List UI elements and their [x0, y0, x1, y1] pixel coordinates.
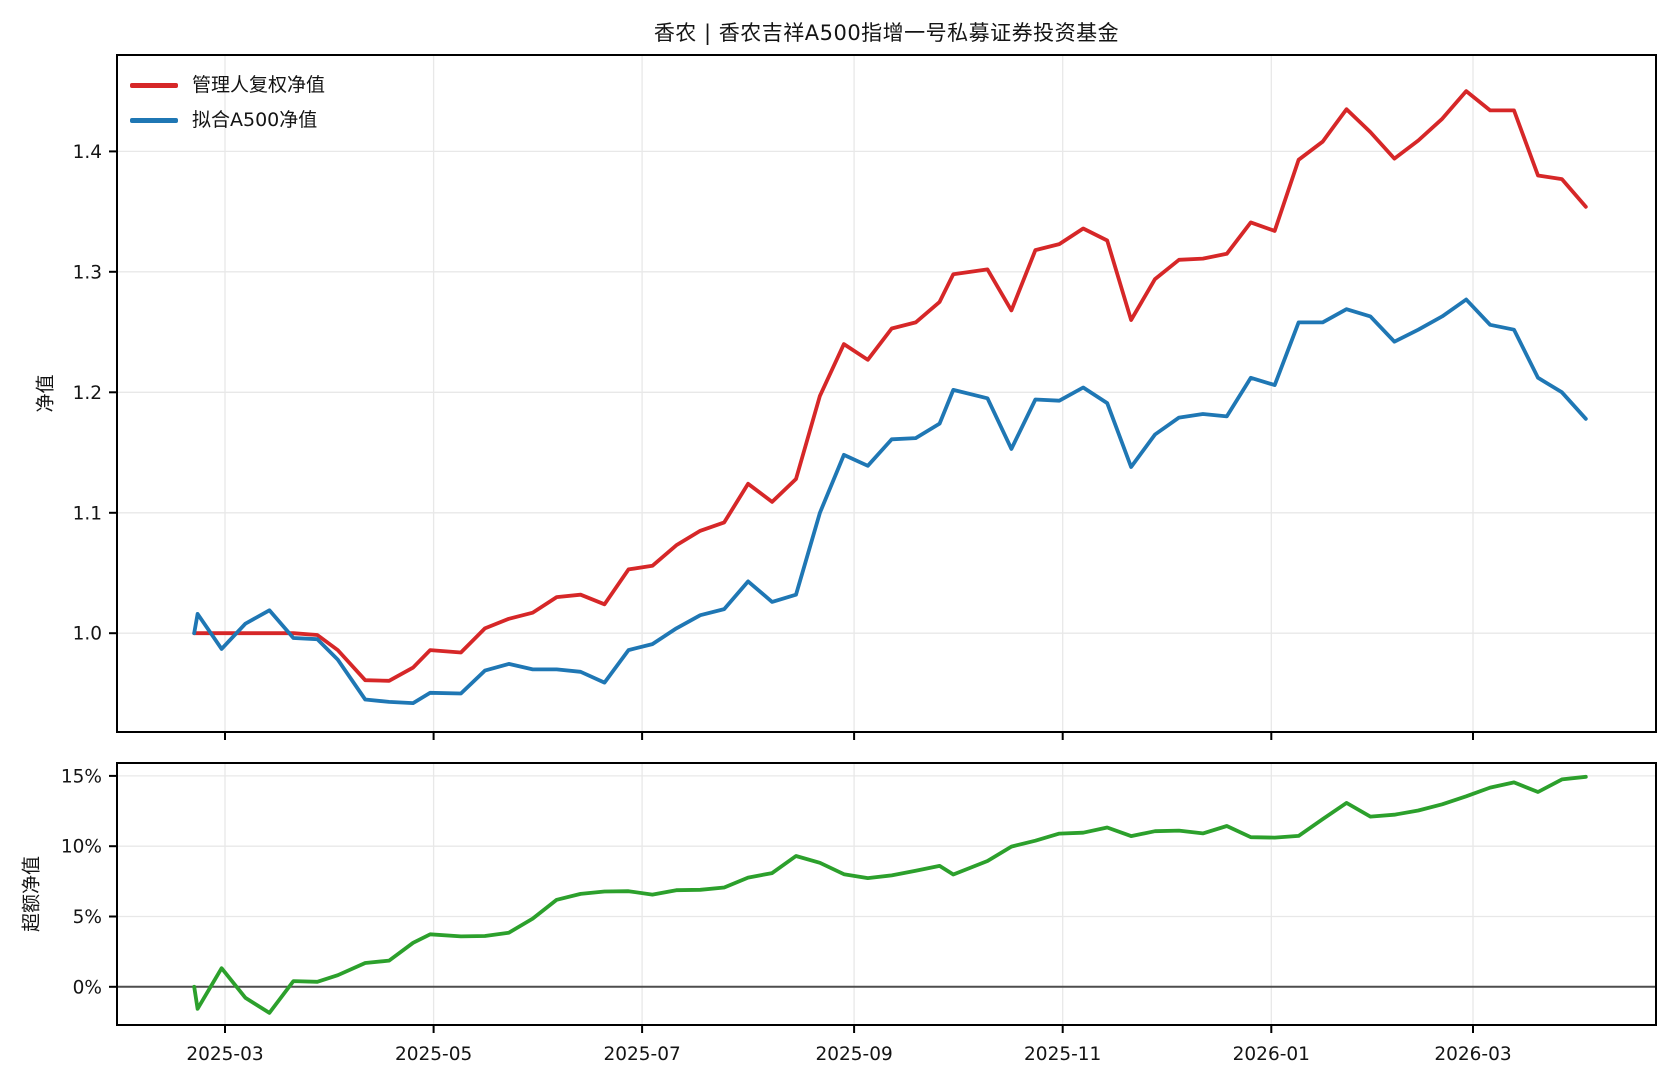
panel-border [116, 762, 1657, 1026]
y-axis-label-excess: 超额净值 [21, 856, 43, 932]
legend-line-manager-nav-icon [130, 82, 178, 88]
x-tick-label: 2026-03 [1434, 1044, 1511, 1065]
series-line-fitted-a500 [192, 297, 1588, 705]
x-tick-label: 2025-07 [603, 1044, 680, 1065]
y-tick-label: 0% [73, 977, 102, 998]
legend-label-manager-nav: 管理人复权净值 [192, 73, 326, 96]
legend-item-fitted-a500: 拟合A500净值 [130, 107, 325, 133]
x-tick-label: 2025-09 [815, 1044, 892, 1065]
y-tick-label: 1.3 [73, 262, 102, 283]
legend: 管理人复权净值 拟合A500净值 [130, 72, 325, 133]
series-line-excess [192, 774, 1588, 1015]
y-tick-label: 5% [73, 907, 102, 928]
x-tick-label: 2026-01 [1233, 1044, 1310, 1065]
legend-label-fitted-a500: 拟合A500净值 [192, 108, 318, 131]
series-line-manager-nav [192, 89, 1588, 683]
y-tick-label: 1.2 [73, 383, 102, 404]
y-tick-label: 1.0 [73, 624, 102, 645]
legend-line-fitted-a500-icon [130, 117, 178, 123]
y-tick-label: 1.4 [73, 142, 102, 163]
x-tick-label: 2025-05 [395, 1044, 472, 1065]
y-axis-label-nav: 净值 [35, 374, 57, 412]
legend-item-manager-nav: 管理人复权净值 [130, 72, 325, 98]
panel-border [116, 54, 1657, 733]
x-tick-label: 2025-03 [186, 1044, 263, 1065]
y-tick-label: 1.1 [73, 503, 102, 524]
x-tick-label: 2025-11 [1024, 1044, 1101, 1065]
y-tick-label: 15% [61, 766, 102, 787]
chart-title: 香农 | 香农吉祥A500指增一号私募证券投资基金 [653, 21, 1120, 45]
y-tick-label: 10% [61, 837, 102, 858]
panel-excess: 0% 5% 10% 15% 2025-03 2025-05 2025-07 2025-09 20… [21, 762, 1657, 1065]
panel-nav: 1.0 1.1 1.2 1.3 1.4 净值 [35, 54, 1657, 740]
